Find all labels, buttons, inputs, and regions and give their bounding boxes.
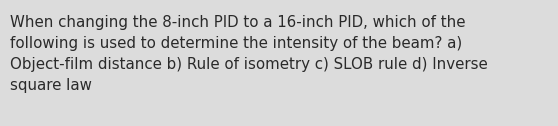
Text: When changing the 8-inch PID to a 16-inch PID, which of the
following is used to: When changing the 8-inch PID to a 16-inc… (10, 15, 488, 93)
